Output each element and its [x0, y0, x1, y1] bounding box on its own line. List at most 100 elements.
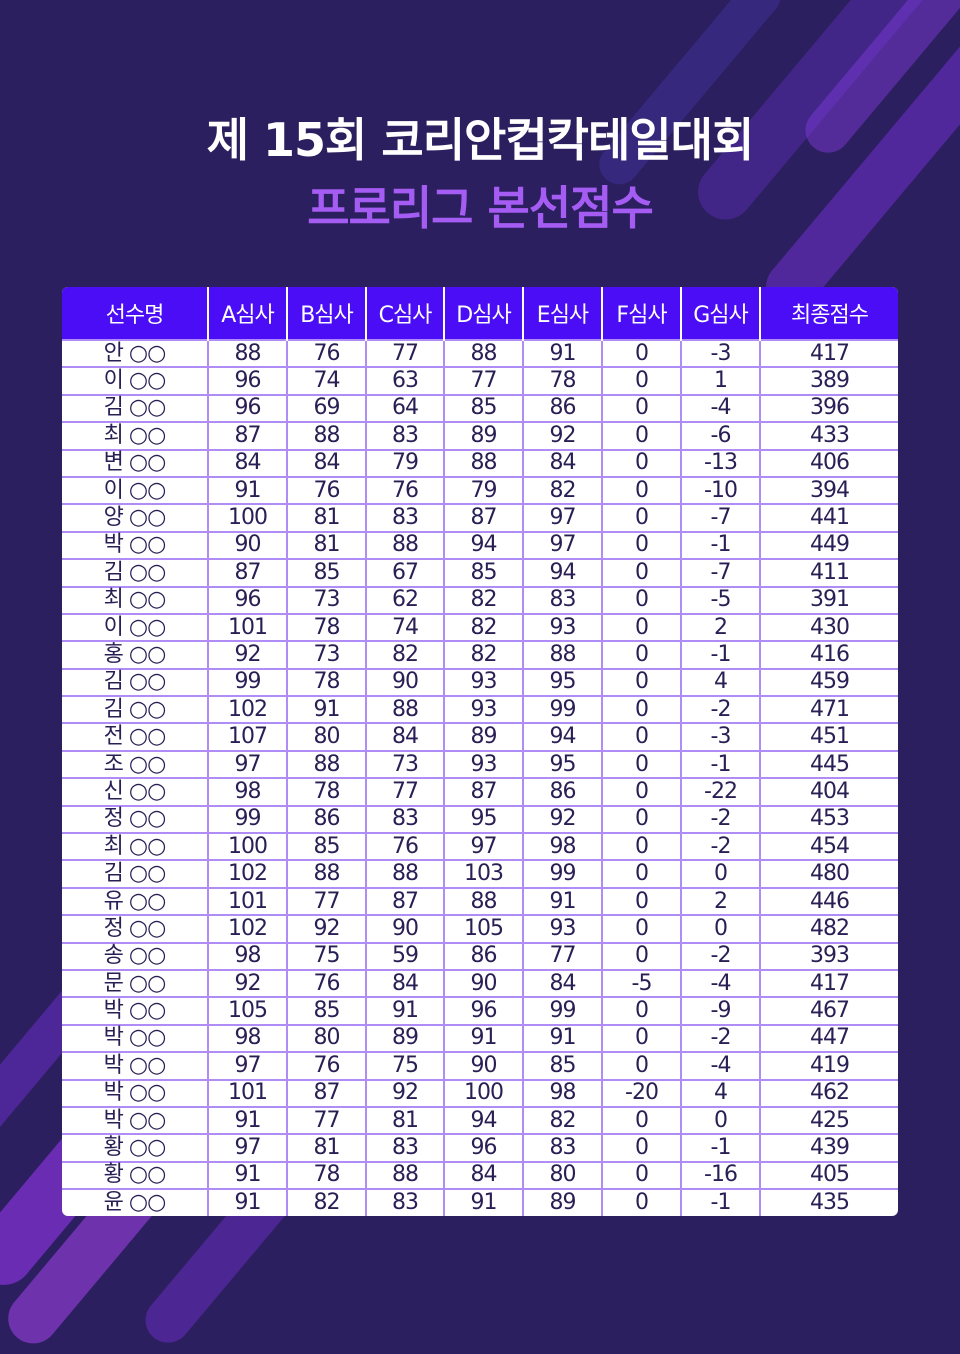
judge-g-cell: -2	[680, 941, 760, 970]
judge-e-cell: 94	[522, 558, 602, 587]
judge-b-cell: 81	[286, 503, 366, 532]
final-score-cell: 416	[759, 640, 898, 669]
judge-a-cell: 97	[207, 1133, 287, 1162]
final-score-cell: 430	[759, 612, 898, 642]
judge-a-cell: 107	[207, 722, 287, 751]
judge-a-cell: 87	[207, 558, 287, 587]
player-name-cell: 정 ○○	[62, 804, 208, 834]
judge-e-cell: 83	[522, 585, 602, 614]
column-header-judge-f: F심사	[601, 287, 681, 340]
judge-f-cell: 0	[601, 1105, 681, 1135]
table-row: 황 ○○ 97 81 83 96 83 0 -1 439	[62, 1133, 898, 1162]
player-name-cell: 박 ○○	[62, 996, 208, 1025]
judge-d-cell: 82	[443, 640, 523, 669]
judge-b-cell: 80	[286, 1023, 366, 1053]
judge-c-cell: 79	[365, 448, 444, 477]
judge-c-cell: 63	[365, 366, 444, 395]
judge-g-cell: -7	[680, 503, 760, 532]
judge-d-cell: 89	[443, 421, 523, 450]
player-name-cell: 이 ○○	[62, 475, 208, 505]
player-name-cell: 신 ○○	[62, 777, 208, 806]
player-name-cell: 박 ○○	[62, 530, 208, 560]
table-row: 김 ○○ 102 88 88 103 99 0 0 480	[62, 859, 898, 888]
judge-a-cell: 101	[207, 1078, 287, 1107]
judge-d-cell: 95	[443, 804, 523, 834]
player-name-cell: 최 ○○	[62, 832, 208, 861]
player-name-cell: 박 ○○	[62, 1078, 208, 1107]
player-name-cell: 이 ○○	[62, 366, 208, 395]
judge-g-cell: -9	[680, 996, 760, 1025]
judge-g-cell: -2	[680, 1023, 760, 1053]
table-row: 정 ○○ 102 92 90 105 93 0 0 482	[62, 914, 898, 943]
judge-b-cell: 73	[286, 640, 366, 669]
judge-b-cell: 73	[286, 585, 366, 614]
judge-b-cell: 88	[286, 749, 366, 779]
final-score-cell: 446	[759, 886, 898, 916]
judge-e-cell: 95	[522, 667, 602, 697]
table-row: 박 ○○ 91 77 81 94 82 0 0 425	[62, 1105, 898, 1135]
judge-a-cell: 92	[207, 968, 287, 998]
judge-g-cell: -3	[680, 338, 760, 368]
final-score-cell: 467	[759, 996, 898, 1025]
final-score-cell: 471	[759, 695, 898, 724]
player-name-cell: 황 ○○	[62, 1160, 208, 1190]
judge-b-cell: 81	[286, 530, 366, 560]
judge-c-cell: 76	[365, 832, 444, 861]
judge-c-cell: 81	[365, 1105, 444, 1135]
final-score-cell: 393	[759, 941, 898, 970]
judge-f-cell: 0	[601, 777, 681, 806]
judge-g-cell: 2	[680, 612, 760, 642]
final-score-cell: 449	[759, 530, 898, 560]
judge-a-cell: 91	[207, 1160, 287, 1190]
judge-g-cell: 0	[680, 859, 760, 888]
judge-g-cell: -1	[680, 1133, 760, 1162]
table-row: 송 ○○ 98 75 59 86 77 0 -2 393	[62, 941, 898, 970]
player-name-cell: 변 ○○	[62, 448, 208, 477]
final-score-cell: 453	[759, 804, 898, 834]
judge-c-cell: 90	[365, 914, 444, 943]
judge-d-cell: 85	[443, 558, 523, 587]
judge-c-cell: 67	[365, 558, 444, 587]
judge-a-cell: 87	[207, 421, 287, 450]
judge-g-cell: -1	[680, 530, 760, 560]
table-row: 최 ○○ 100 85 76 97 98 0 -2 454	[62, 832, 898, 861]
judge-a-cell: 92	[207, 640, 287, 669]
judge-e-cell: 91	[522, 886, 602, 916]
judge-g-cell: 2	[680, 886, 760, 916]
judge-b-cell: 80	[286, 722, 366, 751]
judge-c-cell: 59	[365, 941, 444, 970]
judge-a-cell: 101	[207, 886, 287, 916]
player-name-cell: 유 ○○	[62, 886, 208, 916]
final-score-cell: 391	[759, 585, 898, 614]
table-row: 김 ○○ 99 78 90 93 95 0 4 459	[62, 667, 898, 697]
judge-e-cell: 84	[522, 968, 602, 998]
judge-d-cell: 82	[443, 585, 523, 614]
table-row: 최 ○○ 87 88 83 89 92 0 -6 433	[62, 421, 898, 450]
player-name-cell: 최 ○○	[62, 421, 208, 450]
judge-c-cell: 88	[365, 695, 444, 724]
table-row: 전 ○○ 107 80 84 89 94 0 -3 451	[62, 722, 898, 751]
judge-g-cell: -6	[680, 421, 760, 450]
judge-a-cell: 88	[207, 338, 287, 368]
judge-d-cell: 93	[443, 667, 523, 697]
judge-c-cell: 91	[365, 996, 444, 1025]
judge-g-cell: -16	[680, 1160, 760, 1190]
page-title: 제 15회 코리안컵칵테일대회	[206, 113, 755, 167]
judge-d-cell: 90	[443, 968, 523, 998]
judge-a-cell: 98	[207, 777, 287, 806]
player-name-cell: 김 ○○	[62, 695, 208, 724]
column-header-player-name: 선수명	[62, 287, 208, 340]
table-row: 박 ○○ 90 81 88 94 97 0 -1 449	[62, 530, 898, 560]
judge-f-cell: 0	[601, 832, 681, 861]
judge-f-cell: 0	[601, 886, 681, 916]
judge-g-cell: -2	[680, 804, 760, 834]
table-row: 문 ○○ 92 76 84 90 84 -5 -4 417	[62, 968, 898, 998]
judge-d-cell: 97	[443, 832, 523, 861]
judge-f-cell: 0	[601, 859, 681, 888]
judge-e-cell: 92	[522, 804, 602, 834]
judge-e-cell: 93	[522, 612, 602, 642]
final-score-cell: 405	[759, 1160, 898, 1190]
judge-a-cell: 102	[207, 695, 287, 724]
player-name-cell: 윤 ○○	[62, 1188, 208, 1216]
player-name-cell: 양 ○○	[62, 503, 208, 532]
